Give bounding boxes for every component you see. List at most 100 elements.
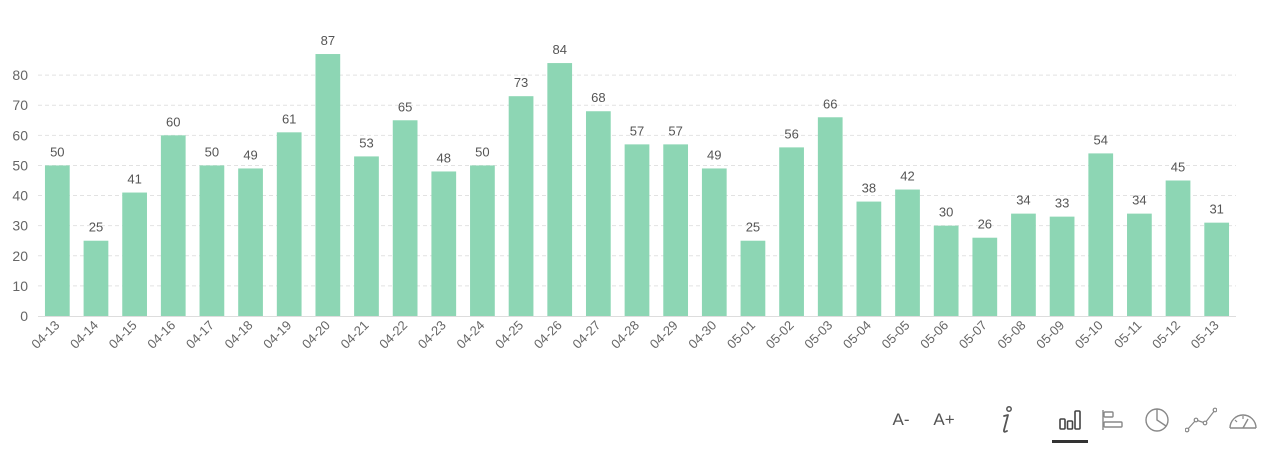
bar-chart: 0 10 20 30 40 50 60 70 80 50 04-13 25 04-14 41 04-15 60… [12,33,1236,352]
bar [1127,213,1152,316]
line-chart-icon [1185,407,1217,433]
data-label: 50 [50,144,64,159]
y-tick-label: 0 [20,308,28,324]
data-label: 61 [282,111,296,126]
bar [1049,216,1075,316]
data-label: 50 [475,144,489,159]
bar [431,171,457,316]
bar [856,201,882,316]
x-tick-label: 04-20 [299,318,333,352]
bar [1011,213,1036,316]
x-tick-label: 05-10 [1072,318,1106,352]
info-button[interactable] [994,400,1018,440]
data-label: 73 [514,75,528,90]
data-label: 87 [321,33,335,48]
bar [392,120,418,317]
x-tick-label: 05-03 [801,318,835,352]
x-tick-label: 04-14 [67,318,101,352]
bar-chart-button[interactable] [1052,400,1088,443]
bar [663,144,689,316]
data-label: 38 [862,181,876,196]
line-chart-button[interactable] [1184,400,1218,440]
info-icon [1003,406,1012,433]
bar [470,165,495,316]
pie-chart-button[interactable] [1142,400,1172,440]
x-tick-label: 04-24 [453,318,487,352]
data-label: 41 [127,172,141,187]
data-label: 66 [823,96,837,111]
x-tick-label: 04-29 [647,318,681,352]
bar [160,135,186,316]
bar [354,156,379,316]
chart-toolbar: A- A+ [880,400,1264,444]
data-label: 53 [359,135,373,150]
bar [122,192,147,316]
font-decrease-label: A- [892,410,910,429]
bar [701,168,727,316]
x-tick-label: 04-28 [608,318,642,352]
x-tick-label: 04-16 [144,318,178,352]
data-label: 34 [1132,193,1146,208]
bar [817,117,843,317]
data-label: 26 [978,217,992,232]
y-tick-label: 50 [12,157,28,173]
data-label: 54 [1094,132,1108,147]
data-label: 68 [591,90,605,105]
x-tick-label: 04-22 [376,318,410,352]
bar [199,165,225,316]
bar [933,225,959,316]
gauge-button[interactable] [1226,400,1260,440]
bar [1088,153,1114,316]
data-label: 50 [205,144,219,159]
horizontal-bar-icon [1102,410,1123,430]
x-tick-label: 04-30 [685,318,719,352]
data-label: 56 [784,126,798,141]
x-tick-label: 04-13 [28,318,62,352]
x-tick-label: 05-04 [840,318,874,352]
data-label: 30 [939,205,953,220]
data-label: 45 [1171,160,1185,175]
data-label: 42 [900,169,914,184]
y-tick-label: 20 [12,248,28,264]
data-label: 49 [707,147,721,162]
x-tick-label: 05-07 [956,318,990,352]
y-tick-label: 60 [12,127,28,143]
bar [238,168,263,316]
font-decrease-button[interactable]: A- [886,400,916,440]
data-label: 65 [398,99,412,114]
x-tick-label: 05-01 [724,318,758,352]
bar [83,240,109,316]
bar [972,237,998,316]
bar [624,144,650,316]
bar [315,54,341,317]
x-tick-label: 04-17 [183,318,217,352]
data-label: 25 [746,220,760,235]
bar [895,189,920,316]
x-tick-label: 04-26 [531,318,565,352]
data-label: 31 [1209,202,1223,217]
bar [547,63,573,316]
data-label: 48 [437,150,451,165]
gauge-icon [1229,414,1257,429]
y-tick-label: 70 [12,97,28,113]
x-tick-label: 05-11 [1111,318,1144,351]
data-label: 33 [1055,196,1069,211]
bar [779,147,804,316]
data-label: 25 [89,220,103,235]
x-tick-label: 04-15 [106,318,140,352]
bar [508,96,534,316]
x-tick-label: 04-21 [337,318,371,352]
pie-chart-icon [1145,408,1169,432]
data-label: 60 [166,114,180,129]
y-tick-label: 10 [12,278,28,294]
font-increase-label: A+ [933,410,955,429]
font-increase-button[interactable]: A+ [928,400,960,440]
bar [1204,222,1230,316]
horizontal-bar-button[interactable] [1098,400,1128,440]
data-label: 34 [1016,193,1030,208]
x-tick-label: 04-27 [569,318,603,352]
bar [1165,180,1191,316]
y-tick-label: 40 [12,188,28,204]
x-tick-label: 04-25 [492,318,526,352]
x-tick-label: 05-08 [994,318,1028,352]
